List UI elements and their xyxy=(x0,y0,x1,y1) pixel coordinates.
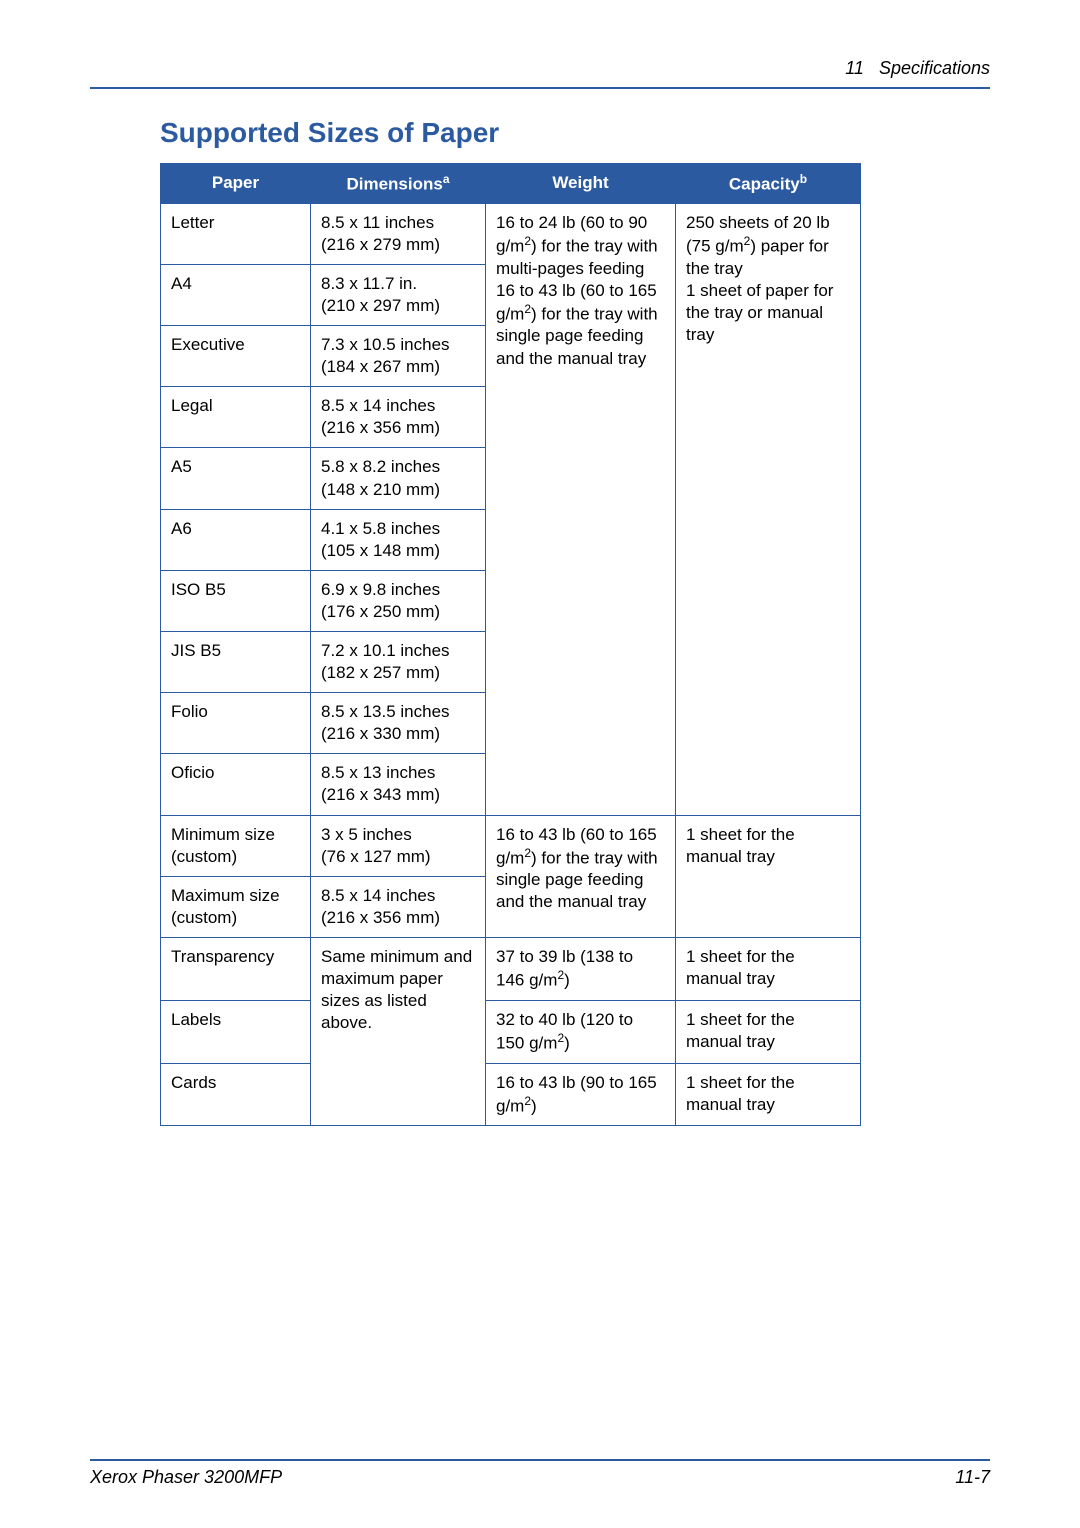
cell-dim: 8.5 x 13.5 inches(216 x 330 mm) xyxy=(311,693,486,754)
table-header-row: Paper Dimensionsa Weight Capacityb xyxy=(161,164,861,204)
footer-right: 11-7 xyxy=(955,1467,990,1488)
col-weight: Weight xyxy=(486,164,676,204)
cell-paper: Oficio xyxy=(161,754,311,815)
cell-weight-group2: 16 to 43 lb (60 to 165 g/m2) for the tra… xyxy=(486,815,676,937)
page-title: Supported Sizes of Paper xyxy=(160,117,990,149)
footer-rule xyxy=(90,1459,990,1461)
cell-paper: Folio xyxy=(161,693,311,754)
cell-dim-group3: Same minimum and maximum paper sizes as … xyxy=(311,937,486,1126)
cell-paper: A5 xyxy=(161,448,311,509)
table-row: Transparency Same minimum and maximum pa… xyxy=(161,937,861,1000)
cell-paper: ISO B5 xyxy=(161,570,311,631)
header-rule xyxy=(90,87,990,89)
col-paper: Paper xyxy=(161,164,311,204)
section-name: Specifications xyxy=(879,58,990,78)
table-row: Letter 8.5 x 11 inches(216 x 279 mm) 16 … xyxy=(161,203,861,264)
cell-dim: 6.9 x 9.8 inches(176 x 250 mm) xyxy=(311,570,486,631)
table-row: Minimum size(custom) 3 x 5 inches(76 x 1… xyxy=(161,815,861,876)
cell-dim: 5.8 x 8.2 inches(148 x 210 mm) xyxy=(311,448,486,509)
paper-spec-table: Paper Dimensionsa Weight Capacityb Lette… xyxy=(160,163,861,1126)
cell-dim: 7.3 x 10.5 inches(184 x 267 mm) xyxy=(311,326,486,387)
page-footer: Xerox Phaser 3200MFP 11-7 xyxy=(90,1451,990,1488)
cell-paper: Cards xyxy=(161,1063,311,1126)
cell-dim: 4.1 x 5.8 inches(105 x 148 mm) xyxy=(311,509,486,570)
cell-dim: 8.5 x 11 inches(216 x 279 mm) xyxy=(311,203,486,264)
cell-dim: 7.2 x 10.1 inches(182 x 257 mm) xyxy=(311,631,486,692)
cell-weight: 16 to 43 lb (90 to 165 g/m2) xyxy=(486,1063,676,1126)
footer-left: Xerox Phaser 3200MFP xyxy=(90,1467,282,1488)
cell-paper: A4 xyxy=(161,264,311,325)
cell-paper: Transparency xyxy=(161,937,311,1000)
cell-dim: 8.3 x 11.7 in.(210 x 297 mm) xyxy=(311,264,486,325)
cell-capacity-group1: 250 sheets of 20 lb (75 g/m2) paper for … xyxy=(676,203,861,815)
cell-weight: 37 to 39 lb (138 to 146 g/m2) xyxy=(486,937,676,1000)
cell-weight: 32 to 40 lb (120 to 150 g/m2) xyxy=(486,1000,676,1063)
cell-paper: Letter xyxy=(161,203,311,264)
col-dimensions: Dimensionsa xyxy=(311,164,486,204)
cell-paper: Maximum size(custom) xyxy=(161,876,311,937)
cell-paper: Minimum size(custom) xyxy=(161,815,311,876)
col-capacity: Capacityb xyxy=(676,164,861,204)
cell-capacity: 1 sheet for the manual tray xyxy=(676,1000,861,1063)
table-row: Cards 16 to 43 lb (90 to 165 g/m2) 1 she… xyxy=(161,1063,861,1126)
cell-capacity: 1 sheet for the manual tray xyxy=(676,1063,861,1126)
cell-capacity-group2: 1 sheet for the manual tray xyxy=(676,815,861,937)
cell-paper: Executive xyxy=(161,326,311,387)
cell-paper: A6 xyxy=(161,509,311,570)
chapter-number: 11 xyxy=(845,58,864,78)
table-row: Labels 32 to 40 lb (120 to 150 g/m2) 1 s… xyxy=(161,1000,861,1063)
content-area: Supported Sizes of Paper Paper Dimension… xyxy=(160,117,990,1126)
cell-dim: 3 x 5 inches(76 x 127 mm) xyxy=(311,815,486,876)
page: 11 Specifications Supported Sizes of Pap… xyxy=(0,0,1080,1528)
cell-paper: Labels xyxy=(161,1000,311,1063)
cell-paper: Legal xyxy=(161,387,311,448)
cell-capacity: 1 sheet for the manual tray xyxy=(676,937,861,1000)
cell-dim: 8.5 x 13 inches(216 x 343 mm) xyxy=(311,754,486,815)
cell-dim: 8.5 x 14 inches(216 x 356 mm) xyxy=(311,387,486,448)
page-header: 11 Specifications xyxy=(90,58,990,79)
cell-paper: JIS B5 xyxy=(161,631,311,692)
cell-dim: 8.5 x 14 inches(216 x 356 mm) xyxy=(311,876,486,937)
cell-weight-group1: 16 to 24 lb (60 to 90 g/m2) for the tray… xyxy=(486,203,676,815)
